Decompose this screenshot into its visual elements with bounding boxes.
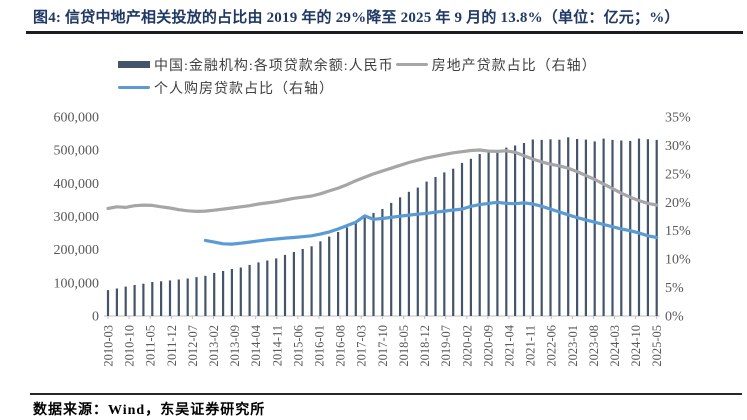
svg-text:2010-10: 2010-10 [123, 325, 137, 367]
legend-label: 个人购房贷款占比（右轴） [154, 81, 334, 97]
bar-swatch-icon [118, 61, 150, 68]
line-series-realestate-loan-share [106, 148, 659, 213]
svg-text:2021-04: 2021-04 [503, 324, 517, 366]
svg-text:2012-07: 2012-07 [186, 325, 200, 367]
legend-row-2: 个人购房贷款占比（右轴） [118, 76, 597, 99]
svg-text:100,000: 100,000 [54, 276, 100, 291]
svg-text:30%: 30% [665, 139, 691, 154]
svg-text:2018-12: 2018-12 [418, 325, 432, 367]
left-axis-tick-labels: 0 100,000 200,000 300,000 400,000 500,000 600,… [54, 111, 100, 325]
svg-text:15%: 15% [665, 224, 691, 239]
blue-line-swatch-icon [118, 85, 150, 90]
legend-item-realestate-loan-share: 房地产贷款占比（右轴） [395, 55, 597, 75]
svg-text:2019-07: 2019-07 [439, 325, 453, 367]
svg-text:2011-12: 2011-12 [165, 325, 179, 366]
footer-rule [30, 393, 742, 395]
svg-text:2023-08: 2023-08 [587, 325, 601, 367]
svg-text:2018-05: 2018-05 [397, 325, 411, 367]
svg-text:2025-05: 2025-05 [650, 325, 664, 367]
svg-text:600,000: 600,000 [54, 111, 100, 126]
svg-text:2023-01: 2023-01 [566, 325, 580, 367]
legend-label: 中国:金融机构:各项贷款余额:人民币 [154, 58, 394, 74]
svg-text:2020-02: 2020-02 [460, 325, 474, 367]
svg-text:0%: 0% [665, 310, 684, 325]
svg-text:2021-11: 2021-11 [524, 325, 538, 366]
line-series-mortgage-share [203, 200, 659, 246]
chart-legend: 中国:金融机构:各项贷款余额:人民币 房地产贷款占比（右轴） 个人购房贷款占比（… [118, 53, 597, 99]
svg-text:2013-02: 2013-02 [207, 325, 221, 367]
bar-series-loan-balance [106, 137, 658, 316]
svg-text:2014-04: 2014-04 [249, 324, 263, 366]
legend-row-1: 中国:金融机构:各项贷款余额:人民币 房地产贷款占比（右轴） [118, 53, 597, 76]
svg-text:2024-10: 2024-10 [629, 325, 643, 367]
svg-text:300,000: 300,000 [54, 210, 100, 225]
svg-text:500,000: 500,000 [54, 144, 100, 159]
svg-text:2024-03: 2024-03 [608, 325, 622, 367]
svg-text:400,000: 400,000 [54, 177, 100, 192]
svg-text:2015-06: 2015-06 [291, 325, 305, 367]
svg-text:2020-09: 2020-09 [481, 325, 495, 367]
gray-line-swatch-icon [395, 62, 428, 67]
svg-text:2016-08: 2016-08 [334, 325, 348, 367]
title-rule [26, 31, 743, 34]
legend-label: 房地产贷款占比（右轴） [431, 58, 597, 74]
x-axis-tick-labels: 2010-03 2010-10 2011-05 2011-12 2012-07 2013-… [102, 316, 664, 367]
legend-item-mortgage-share: 个人购房贷款占比（右轴） [118, 78, 334, 98]
svg-text:20%: 20% [665, 196, 691, 211]
svg-text:2013-09: 2013-09 [228, 325, 242, 367]
svg-text:2017-10: 2017-10 [376, 325, 390, 367]
svg-text:25%: 25% [665, 167, 691, 182]
data-source-note: 数据来源：Wind，东吴证券研究所 [33, 403, 266, 418]
svg-text:2016-01: 2016-01 [313, 325, 327, 367]
right-axis-tick-labels: 0% 5% 10% 15% 20% 25% 30% 35% [665, 111, 691, 325]
svg-text:2017-03: 2017-03 [355, 325, 369, 367]
svg-text:35%: 35% [665, 111, 691, 126]
svg-text:200,000: 200,000 [54, 243, 100, 258]
svg-text:2010-03: 2010-03 [102, 325, 116, 367]
svg-text:0: 0 [92, 310, 99, 325]
svg-text:10%: 10% [665, 253, 691, 268]
svg-text:2014-11: 2014-11 [270, 325, 284, 366]
figure-title: 图4: 信贷中地产相关投放的占比由 2019 年的 29%降至 2025 年 9… [33, 10, 680, 26]
svg-text:5%: 5% [665, 281, 684, 296]
svg-text:2022-06: 2022-06 [545, 325, 559, 367]
svg-text:2011-05: 2011-05 [144, 325, 158, 366]
legend-item-loan-balance: 中国:金融机构:各项贷款余额:人民币 [118, 55, 394, 75]
